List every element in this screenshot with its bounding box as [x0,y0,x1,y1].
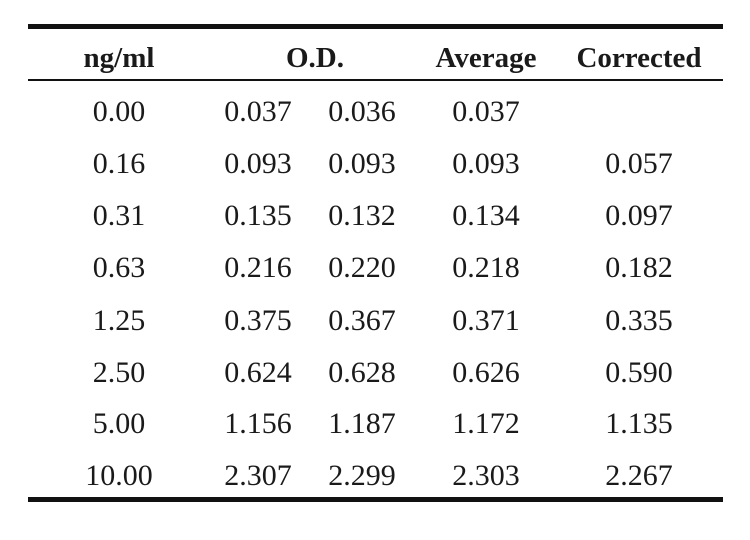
table-row: 1.25 0.375 0.367 0.371 0.335 [0,306,750,346]
concentration-cell: 10.00 [85,459,153,492]
bottom-rule [28,497,723,502]
average-cell: 2.303 [452,459,520,492]
header-corrected: Corrected [576,42,702,74]
od-reading-2-cell: 0.220 [328,251,396,284]
header-od: O.D. [286,42,344,74]
average-cell: 0.371 [452,304,520,337]
concentration-cell: 1.25 [92,304,146,337]
header-rule [28,79,723,81]
concentration-cell: 0.16 [92,147,146,180]
table-row: 5.00 1.156 1.187 1.172 1.135 [0,409,750,449]
concentration-cell: 0.31 [92,199,146,232]
corrected-cell: 0.097 [605,199,673,232]
od-reading-1-cell: 0.037 [224,95,292,128]
average-cell: 0.218 [452,251,520,284]
corrected-cell: 0.057 [605,147,673,180]
corrected-cell: 0.335 [605,304,673,337]
od-reading-1-cell: 2.307 [224,459,292,492]
concentration-cell: 0.63 [92,251,146,284]
od-reading-2-cell: 0.628 [328,356,396,389]
od-reading-1-cell: 0.093 [224,147,292,180]
od-reading-2-cell: 0.036 [328,95,396,128]
od-reading-2-cell: 1.187 [328,407,396,440]
average-cell: 1.172 [452,407,520,440]
table-row: 0.31 0.135 0.132 0.134 0.097 [0,201,750,241]
table-row: 2.50 0.624 0.628 0.626 0.590 [0,358,750,398]
top-rule [28,24,723,29]
od-reading-1-cell: 1.156 [224,407,292,440]
od-reading-2-cell: 0.367 [328,304,396,337]
od-reading-1-cell: 0.216 [224,251,292,284]
concentration-cell: 5.00 [92,407,146,440]
od-reading-1-cell: 0.135 [224,199,292,232]
header-average: Average [435,42,537,74]
average-cell: 0.093 [452,147,520,180]
table-row: 10.00 2.307 2.299 2.303 2.267 [0,461,750,501]
od-reading-1-cell: 0.375 [224,304,292,337]
header-concentration: ng/ml [83,42,155,74]
concentration-cell: 0.00 [92,95,146,128]
corrected-cell: 1.135 [605,407,673,440]
average-cell: 0.037 [452,95,520,128]
corrected-cell: 0.182 [605,251,673,284]
average-cell: 0.626 [452,356,520,389]
od-reading-1-cell: 0.624 [224,356,292,389]
table-row: 0.00 0.037 0.036 0.037 [0,97,750,137]
od-reading-2-cell: 0.132 [328,199,396,232]
table-row: 0.16 0.093 0.093 0.093 0.057 [0,149,750,189]
corrected-cell: 0.590 [605,356,673,389]
concentration-cell: 2.50 [92,356,146,389]
average-cell: 0.134 [452,199,520,232]
od-reading-2-cell: 2.299 [328,459,396,492]
od-reading-2-cell: 0.093 [328,147,396,180]
table-row: 0.63 0.216 0.220 0.218 0.182 [0,253,750,293]
corrected-cell: 2.267 [605,459,673,492]
